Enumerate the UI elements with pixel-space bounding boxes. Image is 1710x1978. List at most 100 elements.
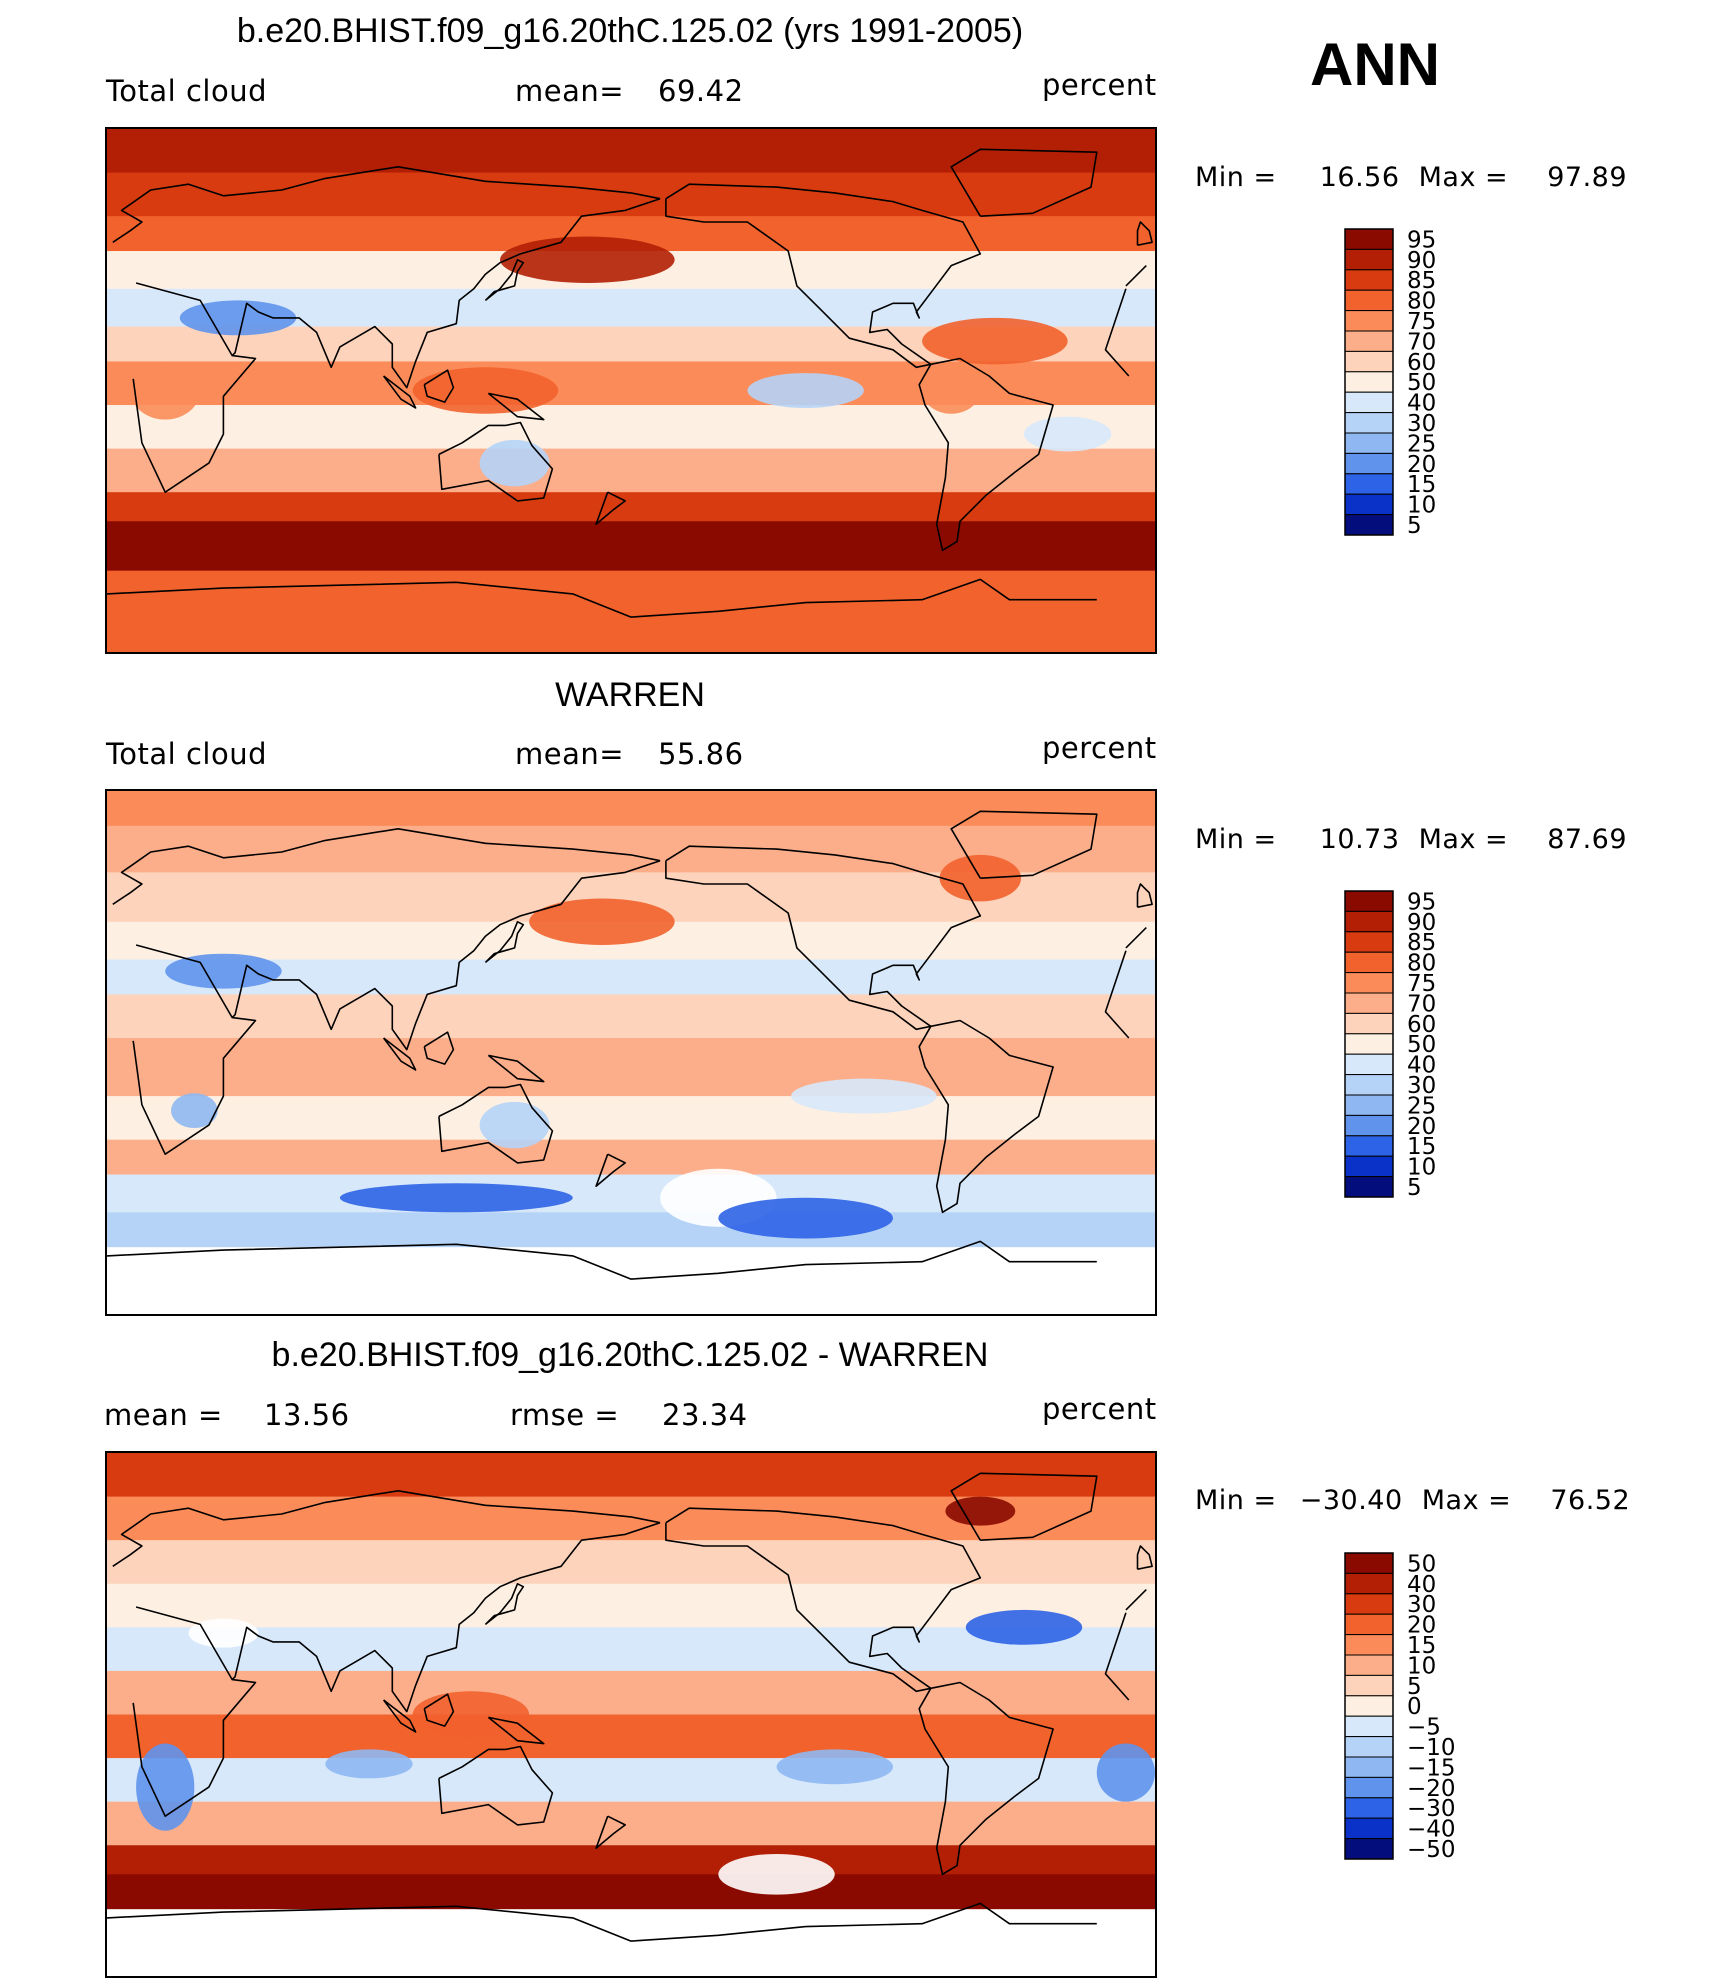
colorbar-swatch: [1344, 1033, 1394, 1055]
coastline: [595, 491, 626, 525]
panel-3-colorbar: 50 40 30 20 15 10 5 0 −5 −10 −15 −20 −30 −40 −50: [1340, 1551, 1470, 1969]
colorbar-swatch: [1344, 1552, 1394, 1574]
colorbar-swatch: [1344, 910, 1394, 933]
panel-2-min-label: Min =: [1195, 824, 1277, 855]
season-label: ANN: [1310, 31, 1440, 98]
colorbar-swatch: [1344, 1674, 1394, 1697]
colorbar-tick-label: 20: [1407, 1613, 1436, 1639]
coastline: [112, 166, 1147, 287]
field-anomaly: [1096, 1743, 1155, 1802]
colorbar-tick-label: −5: [1407, 1715, 1441, 1741]
colorbar-frame: [1344, 228, 1394, 536]
field-anomaly: [165, 953, 282, 989]
field-band: [107, 361, 1155, 406]
colorbar-swatch: [1344, 1176, 1394, 1198]
panel-1-min-value: 16.56: [1319, 162, 1400, 193]
colorbar-swatch: [1344, 1756, 1394, 1778]
coastline: [950, 810, 1098, 879]
coastline: [382, 375, 417, 409]
panel-2-map-graphic: [107, 791, 1155, 1314]
colorbar-tick-label: 90: [1407, 248, 1436, 274]
colorbar-swatch: [1344, 992, 1394, 1014]
coastlines: [107, 810, 1153, 1280]
panel-1-map: [105, 127, 1157, 654]
coastline: [1136, 883, 1153, 908]
colorbar-swatch: [1344, 1012, 1394, 1035]
colorbar-frame: [1344, 890, 1394, 1198]
field-anomaly: [1024, 416, 1112, 452]
colorbar-swatch: [1344, 1776, 1394, 1799]
field-band: [107, 1139, 1155, 1176]
panel-3-min-value: −30.40: [1299, 1485, 1403, 1516]
colorbar-swatch: [1344, 248, 1394, 271]
colorbar-swatch: [1344, 350, 1394, 373]
panel-3-rmse-label: rmse =: [510, 1398, 620, 1432]
panel-3-title: b.e20.BHIST.f09_g16.20thC.125.02 - WARRE…: [271, 1336, 989, 1374]
field-anomaly: [136, 1743, 195, 1831]
panel-2-max-label: Max =: [1418, 824, 1509, 855]
colorbar-swatch: [1344, 1155, 1394, 1178]
colorbar-tick-label: 30: [1407, 1592, 1436, 1618]
field-layer: [107, 791, 1155, 1314]
colorbar-tick-label: 70: [1407, 991, 1436, 1017]
colorbar-tick-label: 75: [1407, 971, 1436, 997]
field-anomaly: [922, 367, 981, 414]
coastline: [231, 1521, 661, 1713]
field-anomaly: [130, 361, 201, 420]
panel-1-variable: Total cloud: [106, 74, 267, 108]
colorbar-tick-label: 75: [1407, 309, 1436, 335]
coastline: [231, 859, 661, 1051]
colorbar-frame: [1344, 1552, 1394, 1860]
coastline: [423, 369, 455, 403]
colorbar-tick-label: 95: [1407, 227, 1436, 253]
coastline: [382, 1037, 417, 1071]
coastline: [438, 1745, 554, 1826]
colorbar-swatch: [1344, 493, 1394, 516]
coastline: [918, 1681, 1054, 1876]
field-anomaly: [188, 1618, 259, 1648]
field-anomaly: [945, 1496, 1016, 1526]
colorbar-tick-label: 5: [1407, 1175, 1422, 1201]
colorbar-swatch: [1344, 972, 1394, 994]
panel-3-mean-value: 13.56: [264, 1398, 350, 1432]
coastline: [423, 1031, 455, 1065]
colorbar-swatch: [1344, 1053, 1394, 1076]
colorbar-swatch: [1344, 1074, 1394, 1096]
coastline: [132, 944, 1130, 1155]
colorbar-tick-label: 5: [1407, 1674, 1422, 1700]
colorbar-tick-label: −10: [1407, 1735, 1456, 1761]
colorbar-tick-label: 60: [1407, 350, 1436, 376]
coastline: [665, 183, 982, 369]
panel-1-mean-label: mean=: [515, 74, 625, 108]
colorbar-tick-label: −40: [1407, 1817, 1456, 1843]
panel-3-max-label: Max =: [1421, 1485, 1512, 1516]
panel-3-units: percent: [1042, 1392, 1157, 1426]
field-band: [107, 1758, 1155, 1803]
colorbar-tick-label: 10: [1407, 493, 1436, 519]
colorbar-swatch: [1344, 391, 1394, 414]
colorbar-swatch: [1344, 330, 1394, 352]
field-band: [107, 791, 1155, 827]
field-anomaly: [479, 1101, 550, 1149]
panel-1-mean-value: 69.42: [658, 74, 744, 108]
coastline: [918, 1019, 1054, 1214]
colorbar-swatch: [1344, 1094, 1394, 1116]
coastline: [107, 1902, 1097, 1942]
coastline: [487, 1054, 545, 1083]
field-band: [107, 1714, 1155, 1759]
panel-3-min-label: Min =: [1195, 1485, 1277, 1516]
coastline: [487, 1716, 545, 1745]
colorbar-swatch: [1344, 1613, 1394, 1636]
field-band: [107, 1212, 1155, 1248]
field-anomaly: [412, 1691, 530, 1738]
coastline: [132, 282, 1130, 493]
field-band: [107, 172, 1155, 217]
colorbar-tick-label: 40: [1407, 1572, 1436, 1598]
coastline: [382, 1699, 417, 1733]
coastline: [950, 1472, 1098, 1541]
panel-2-units: percent: [1042, 731, 1157, 765]
colorbar-tick-label: −20: [1407, 1776, 1456, 1802]
